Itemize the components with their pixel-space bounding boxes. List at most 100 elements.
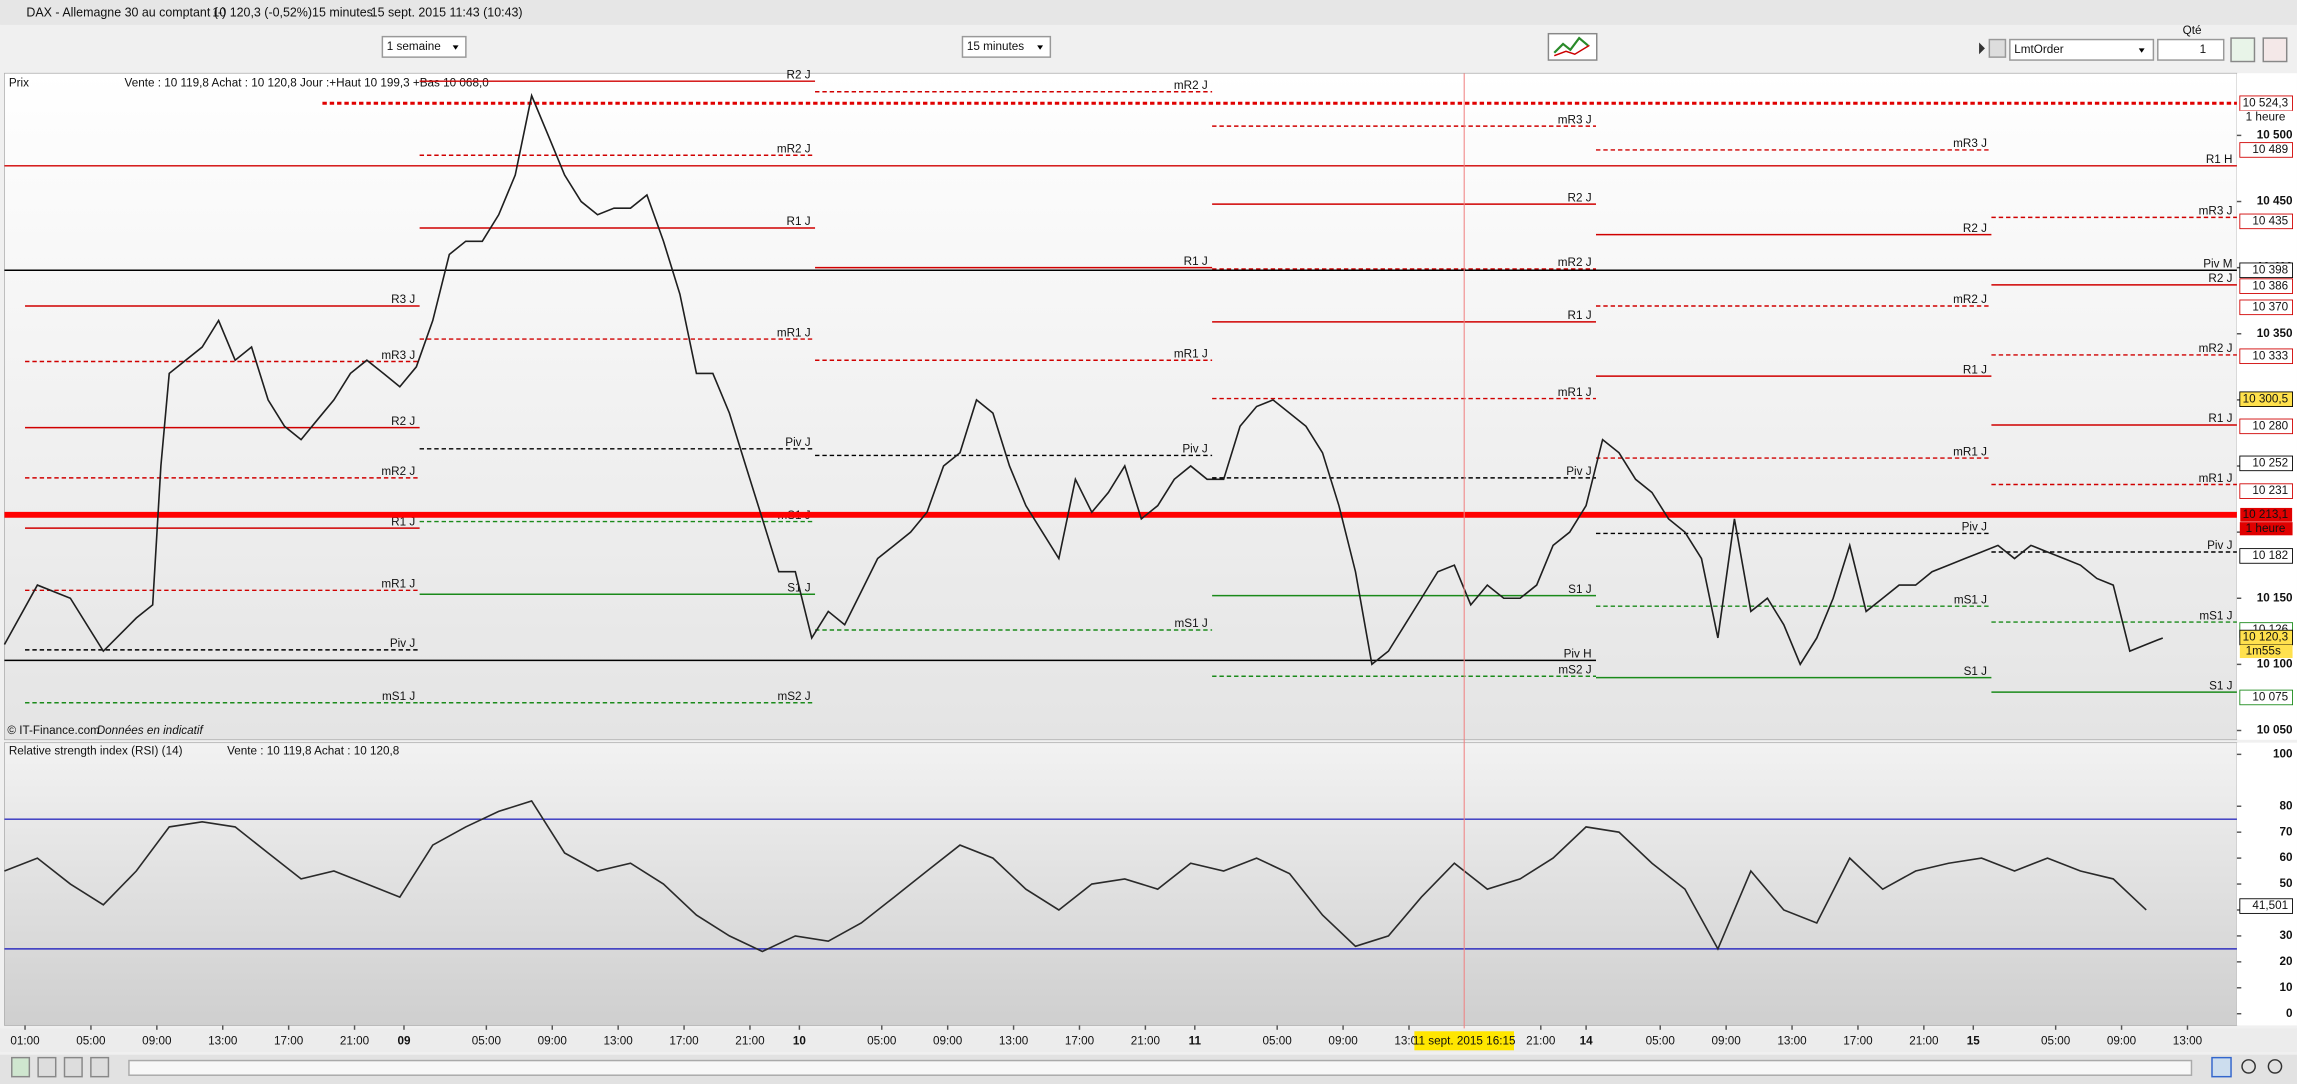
level-label: R2 J: [391, 415, 415, 428]
level-label: mR2 J: [1174, 79, 1208, 92]
sell-button[interactable]: [2262, 37, 2288, 63]
price-tag-label: 10 213,1: [2243, 508, 2289, 521]
price-tag-label: 10 075: [2252, 691, 2288, 704]
price-tag: [2239, 483, 2293, 499]
level-label: Piv J: [1566, 465, 1591, 478]
level-label: mR2 J: [1558, 256, 1592, 269]
level-label: R2 J: [1963, 222, 1987, 235]
level-label: mR2 J: [381, 465, 415, 478]
interval-select[interactable]: 15 minutes: [961, 35, 1052, 58]
settings-icon[interactable]: [1988, 38, 2007, 58]
title-bar: [0, 0, 2297, 25]
period-value: 1 semaine: [387, 40, 441, 53]
price-tag: [2239, 299, 2293, 316]
period-select[interactable]: 1 semaine: [381, 35, 467, 58]
panel-toggle[interactable]: [1979, 42, 1985, 55]
tool-icon[interactable]: [11, 1056, 31, 1078]
y-tick-label: 10 050: [2257, 724, 2293, 737]
x-tick-label: 05:00: [867, 1035, 897, 1048]
scrollbar[interactable]: [128, 1059, 2193, 1076]
level-label: mR3 J: [2199, 205, 2233, 218]
level-label: mR3 J: [1558, 113, 1592, 126]
tool-icon[interactable]: [63, 1056, 83, 1078]
level-label: R2 J: [787, 68, 811, 81]
y-tick-label: 30: [2280, 929, 2294, 942]
level-label: Piv J: [1182, 443, 1207, 456]
price-tag-note: 1m55s: [2246, 645, 2281, 658]
x-tick-label: 13:00: [1777, 1035, 1807, 1048]
price-panel: [4, 72, 2238, 741]
y-tick-label: 10 450: [2257, 195, 2293, 208]
y-tick-label: 60: [2280, 851, 2294, 864]
level-label: mR1 J: [1953, 445, 1987, 458]
panel-subtitle: Vente : 10 119,8 Achat : 10 120,8 Jour :…: [125, 77, 490, 90]
level-label: mR1 J: [1174, 347, 1208, 360]
level-label: Piv M: [2203, 258, 2232, 271]
level-label: mS1 J: [382, 690, 415, 703]
level-label: Piv J: [1962, 521, 1987, 534]
y-tick-label: 10 100: [2257, 657, 2293, 670]
rsi-axis-bg: [2236, 742, 2297, 1026]
level-label: R1 J: [787, 215, 811, 228]
x-tick-label: 13:00: [999, 1035, 1029, 1048]
price-tag-label: 10 231: [2252, 484, 2288, 497]
qty-input[interactable]: 1: [2157, 38, 2225, 61]
y-tick-label: 10: [2280, 981, 2294, 994]
y-tick-label: 10 500: [2257, 128, 2293, 141]
x-tick-label: 17:00: [1065, 1035, 1095, 1048]
panel-title: Relative strength index (RSI) (14): [9, 745, 183, 758]
x-tick-label: 09: [397, 1035, 411, 1048]
price-tag-label: 10 120,3: [2243, 631, 2289, 644]
level-label: mR1 J: [1558, 386, 1592, 399]
tool-icon[interactable]: [90, 1056, 110, 1078]
rsi-panel: [4, 742, 2238, 1026]
buy-button[interactable]: [2230, 37, 2256, 63]
x-tick-label: 11: [1189, 1035, 1202, 1048]
price-tag-note-bg: [2239, 110, 2293, 124]
level-label: R1 J: [2208, 412, 2232, 425]
chart-style-button[interactable]: [1547, 32, 1598, 61]
level-label: mR2 J: [2199, 342, 2233, 355]
x-tick-label: 09:00: [933, 1035, 963, 1048]
level-label: S1 J: [1568, 583, 1591, 596]
price-tag-label: 10 333: [2252, 349, 2288, 362]
price-tag-label: 41,501: [2252, 899, 2288, 912]
level-label: R1 J: [1568, 309, 1592, 322]
crosshair-tag: [1414, 1031, 1514, 1051]
y-tick-label: 0: [2286, 1007, 2293, 1020]
x-tick-label: 21:00: [735, 1035, 765, 1048]
x-tick-label: 17:00: [1843, 1035, 1873, 1048]
order-type-select[interactable]: LmtOrder: [2009, 38, 2155, 61]
price-tag: [2239, 689, 2293, 706]
x-tick-label: 21:00: [1131, 1035, 1161, 1048]
price-tag-label: 10 398: [2252, 263, 2288, 276]
level-label: R2 J: [1568, 191, 1592, 204]
zoom-fit[interactable]: [2211, 1056, 2232, 1078]
x-tick-label: 05:00: [1263, 1035, 1293, 1048]
price-tag: [2239, 213, 2293, 230]
interval-value: 15 minutes: [967, 40, 1024, 53]
y-tick-label: 10 350: [2257, 327, 2293, 340]
order-type-value: LmtOrder: [2014, 43, 2064, 56]
panel-subtitle: Vente : 10 119,8 Achat : 10 120,8: [227, 745, 399, 758]
price-tag-label: 10 370: [2252, 300, 2288, 313]
qty-value: 1: [2200, 43, 2207, 56]
x-tick-label: 17:00: [669, 1035, 699, 1048]
x-tick-label: 09:00: [538, 1035, 568, 1048]
level-label: R3 J: [391, 293, 415, 306]
tool-icon[interactable]: [37, 1056, 57, 1078]
x-tick-label: 13:00: [208, 1035, 238, 1048]
level-label: mR1 J: [2199, 472, 2233, 485]
x-tick-label: 15: [1967, 1035, 1981, 1048]
level-label: mR1 J: [777, 326, 811, 339]
price-tag: [2239, 348, 2293, 365]
level-label: mR2 J: [777, 142, 811, 155]
x-tick-label: 21:00: [1526, 1035, 1556, 1048]
x-tick-label: 10: [793, 1035, 807, 1048]
price-tag-note: 1 heure: [2246, 110, 2286, 123]
y-tick-label: 10 150: [2257, 591, 2293, 604]
zoom-in[interactable]: [2267, 1059, 2283, 1074]
zoom-out[interactable]: [2241, 1059, 2256, 1074]
price-tag-label: 10 182: [2252, 549, 2288, 562]
